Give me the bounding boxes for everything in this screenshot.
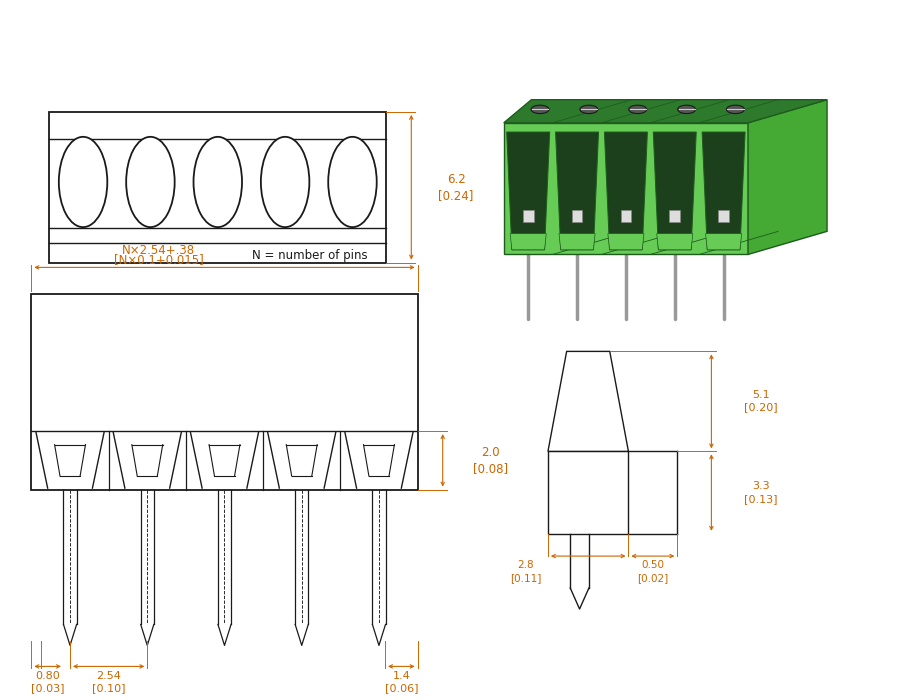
Ellipse shape — [261, 136, 309, 227]
Bar — [31, 294, 418, 489]
Polygon shape — [506, 132, 550, 250]
Text: 2.0
[0.08]: 2.0 [0.08] — [472, 446, 508, 475]
Polygon shape — [706, 234, 742, 250]
Polygon shape — [656, 234, 693, 250]
Ellipse shape — [726, 105, 744, 113]
Polygon shape — [653, 132, 696, 250]
Bar — [523, 209, 533, 222]
Text: 0.50
[0.02]: 0.50 [0.02] — [638, 560, 668, 582]
Bar — [718, 209, 729, 222]
Polygon shape — [504, 99, 827, 122]
Polygon shape — [504, 122, 748, 255]
Polygon shape — [556, 132, 599, 250]
Text: 1.4
[0.06]: 1.4 [0.06] — [384, 671, 418, 693]
Text: 6.2
[0.24]: 6.2 [0.24] — [438, 173, 474, 202]
Ellipse shape — [59, 136, 107, 227]
Bar — [621, 209, 631, 222]
Text: N = number of pins: N = number of pins — [251, 249, 367, 262]
Polygon shape — [548, 351, 629, 452]
Bar — [572, 209, 583, 222]
Ellipse shape — [329, 136, 377, 227]
Polygon shape — [608, 234, 644, 250]
Ellipse shape — [678, 105, 696, 113]
Text: [N×0.1+0.015]: [N×0.1+0.015] — [114, 253, 204, 266]
Text: 5.1
[0.20]: 5.1 [0.20] — [744, 390, 778, 412]
Bar — [548, 452, 629, 533]
Ellipse shape — [193, 136, 242, 227]
Text: 2.54
[0.10]: 2.54 [0.10] — [92, 671, 126, 693]
Text: 2.8
[0.11]: 2.8 [0.11] — [510, 560, 541, 582]
Polygon shape — [748, 99, 827, 255]
Bar — [669, 209, 680, 222]
Polygon shape — [559, 234, 595, 250]
Polygon shape — [510, 234, 546, 250]
Text: N×2.54+.38: N×2.54+.38 — [122, 244, 196, 257]
Polygon shape — [604, 132, 647, 250]
Ellipse shape — [126, 136, 175, 227]
Ellipse shape — [580, 105, 598, 113]
Polygon shape — [702, 132, 745, 250]
Text: 3.3
[0.13]: 3.3 [0.13] — [744, 482, 778, 504]
Text: 0.80
[0.03]: 0.80 [0.03] — [31, 671, 65, 693]
Ellipse shape — [629, 105, 647, 113]
Bar — [49, 112, 386, 262]
Ellipse shape — [531, 105, 549, 113]
